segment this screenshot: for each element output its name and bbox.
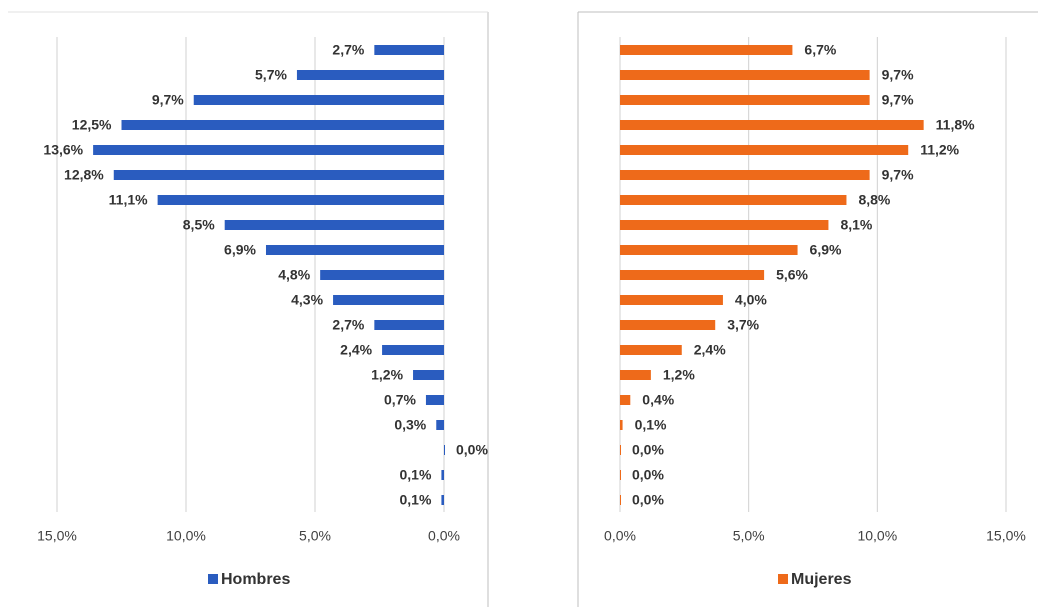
bar: [93, 145, 445, 155]
value-label: 9,7%: [882, 92, 914, 108]
value-label: 9,7%: [882, 167, 914, 183]
value-label: 12,5%: [72, 117, 112, 133]
bar: [441, 470, 444, 480]
bar: [320, 270, 444, 280]
bar: [620, 445, 621, 455]
bar: [620, 320, 716, 330]
value-label: 0,0%: [456, 442, 488, 458]
value-label: 13,6%: [43, 142, 83, 158]
value-label: 4,0%: [735, 292, 767, 308]
value-label: 12,8%: [64, 167, 104, 183]
legend-swatch: [208, 574, 218, 584]
bar: [374, 45, 444, 55]
value-label: 0,4%: [642, 392, 674, 408]
value-label: 0,0%: [632, 492, 664, 508]
value-label: 5,6%: [776, 267, 808, 283]
legend-swatch: [778, 574, 788, 584]
bar: [620, 95, 870, 105]
x-tick-label: 15,0%: [986, 528, 1026, 544]
value-label: 1,2%: [371, 367, 403, 383]
value-label: 0,3%: [394, 417, 426, 433]
bar: [620, 245, 798, 255]
x-tick-label: 5,0%: [299, 528, 331, 544]
bar: [620, 195, 847, 205]
value-label: 3,7%: [727, 317, 759, 333]
x-tick-label: 15,0%: [37, 528, 77, 544]
value-label: 0,1%: [399, 467, 431, 483]
bar: [620, 70, 870, 80]
bar: [333, 295, 444, 305]
value-label: 8,8%: [858, 192, 890, 208]
value-label: 2,7%: [332, 317, 364, 333]
bar: [620, 45, 793, 55]
bar: [620, 345, 682, 355]
legend-label: Hombres: [221, 571, 290, 588]
value-label: 8,5%: [183, 217, 215, 233]
x-tick-label: 10,0%: [166, 528, 206, 544]
value-label: 9,7%: [152, 92, 184, 108]
value-label: 1,2%: [663, 367, 695, 383]
bar: [620, 395, 631, 405]
value-label: 9,7%: [882, 67, 914, 83]
bar: [382, 345, 444, 355]
x-tick-label: 10,0%: [857, 528, 897, 544]
value-label: 0,0%: [632, 442, 664, 458]
bar: [620, 470, 621, 480]
value-label: 4,3%: [291, 292, 323, 308]
value-label: 6,9%: [224, 242, 256, 258]
value-label: 8,1%: [840, 217, 872, 233]
x-tick-label: 5,0%: [733, 528, 765, 544]
value-label: 11,2%: [920, 142, 959, 158]
value-label: 2,7%: [332, 42, 364, 58]
bar: [121, 120, 444, 130]
bar: [444, 445, 445, 455]
bar: [265, 245, 444, 255]
value-label: 6,9%: [810, 242, 842, 258]
bar: [193, 95, 444, 105]
value-label: 11,8%: [936, 117, 975, 133]
bar: [113, 170, 444, 180]
bar: [620, 295, 723, 305]
bar: [620, 495, 621, 505]
bar: [374, 320, 444, 330]
value-label: 4,8%: [278, 267, 310, 283]
bar: [436, 420, 444, 430]
value-label: 0,1%: [399, 492, 431, 508]
value-label: 0,0%: [632, 467, 664, 483]
bar: [157, 195, 444, 205]
value-label: 6,7%: [804, 42, 836, 58]
bar: [620, 270, 765, 280]
value-label: 11,1%: [109, 192, 148, 208]
value-label: 5,7%: [255, 67, 287, 83]
bar: [441, 495, 444, 505]
bar: [620, 370, 651, 380]
bar: [620, 420, 623, 430]
bar: [620, 145, 909, 155]
x-tick-label: 0,0%: [428, 528, 460, 544]
bar: [296, 70, 444, 80]
bar: [224, 220, 444, 230]
bar: [620, 170, 870, 180]
bar: [620, 220, 829, 230]
x-tick-label: 0,0%: [604, 528, 636, 544]
bar: [413, 370, 444, 380]
legend-label: Mujeres: [791, 571, 852, 588]
value-label: 0,7%: [384, 392, 416, 408]
value-label: 0,1%: [635, 417, 667, 433]
value-label: 2,4%: [694, 342, 726, 358]
bar: [620, 120, 924, 130]
bar: [425, 395, 444, 405]
value-label: 2,4%: [340, 342, 372, 358]
